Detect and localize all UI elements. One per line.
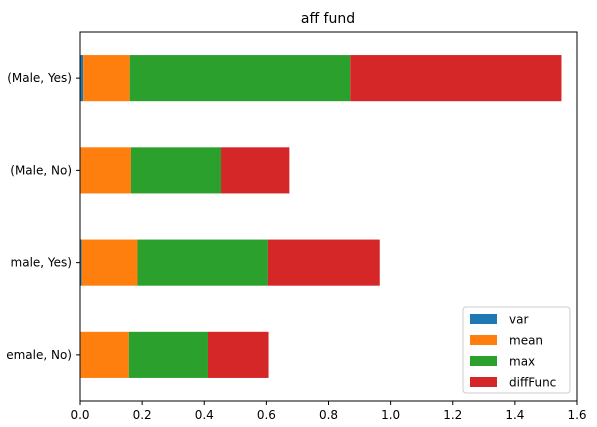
bar-max-2 (130, 147, 222, 194)
bar-mean-3 (83, 55, 130, 102)
y-axis: emale, No) male, Yes) (Male, No) (Male, Yes… (6, 71, 80, 362)
y-tick-label: emale, No) (6, 348, 72, 362)
legend-label-var: var (509, 313, 528, 327)
legend-swatch-max (470, 356, 497, 366)
y-tick-label: (Male, Yes) (7, 71, 72, 85)
x-tick-label: 0.8 (319, 408, 338, 422)
bar-max-0 (128, 331, 208, 378)
chart-title: aff fund (301, 11, 355, 27)
bar-difffunc-0 (207, 331, 269, 378)
legend-box (462, 306, 571, 394)
y-tick-label: male, Yes) (11, 256, 72, 270)
x-tick-label: 1.6 (567, 408, 586, 422)
bar-var-3 (80, 55, 84, 102)
bar-max-3 (129, 55, 351, 102)
bar-difffunc-1 (267, 239, 380, 286)
bar-mean-2 (80, 147, 131, 194)
legend-swatch-difffunc (470, 377, 497, 387)
bar-mean-0 (80, 331, 129, 378)
x-axis: 0.0 0.2 0.4 0.6 0.8 1.0 1.2 1.4 1.6 (70, 401, 587, 422)
bar-max-1 (137, 239, 268, 286)
legend-label-mean: mean (509, 334, 543, 348)
x-tick-label: 0.0 (70, 408, 89, 422)
x-tick-label: 0.4 (195, 408, 214, 422)
y-tick-label: (Male, No) (10, 163, 72, 177)
bars-layer (80, 55, 562, 378)
legend: var mean max diffFunc (462, 306, 571, 394)
x-tick-label: 1.4 (505, 408, 524, 422)
x-tick-label: 1.0 (381, 408, 400, 422)
x-tick-label: 1.2 (443, 408, 462, 422)
legend-label-difffunc: diffFunc (509, 376, 556, 390)
legend-label-max: max (509, 355, 535, 369)
bar-difffunc-2 (221, 147, 290, 194)
bar-mean-1 (81, 239, 138, 286)
x-tick-label: 0.2 (133, 408, 152, 422)
x-tick-label: 0.6 (257, 408, 276, 422)
bar-var-1 (80, 239, 82, 286)
legend-swatch-var (470, 314, 497, 324)
legend-swatch-mean (470, 335, 497, 345)
bar-difffunc-3 (350, 55, 562, 102)
